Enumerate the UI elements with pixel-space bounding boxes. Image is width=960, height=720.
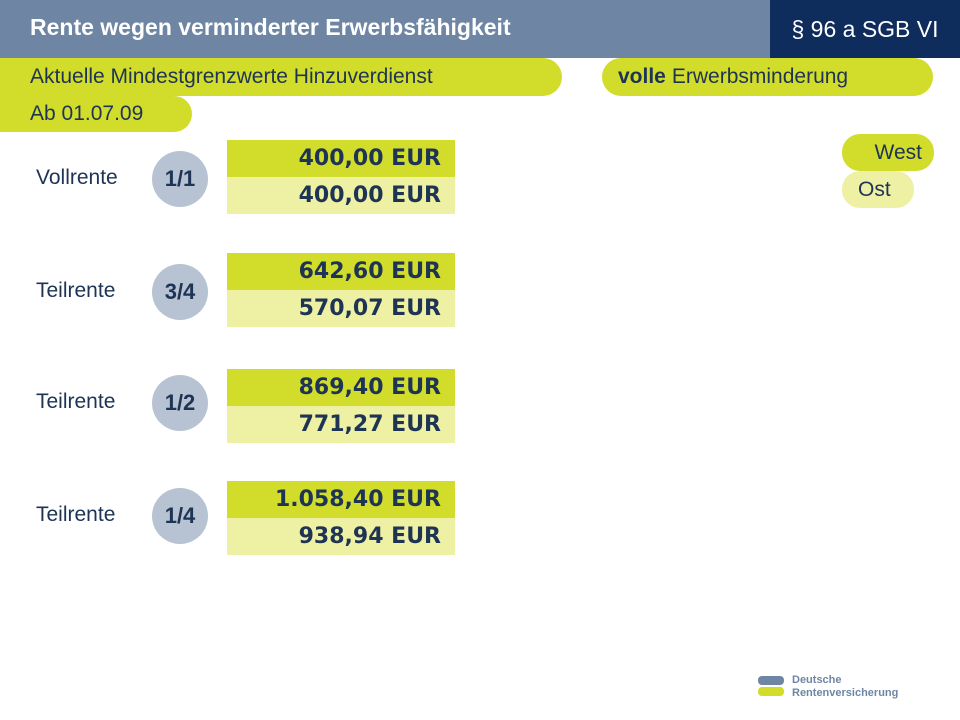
date-banner: Ab 01.07.09 (0, 96, 192, 132)
fraction-badge: 1/4 (152, 488, 208, 544)
subtitle-text: Aktuelle Mindestgrenzwerte Hinzuverdiens… (30, 65, 433, 88)
row-label-vollrente: Vollrente (36, 166, 118, 189)
row-label-teilrente: Teilrente (36, 503, 116, 526)
amount-ost: 938,94 EUR (227, 518, 455, 555)
logo-line-1: Deutsche (792, 674, 842, 686)
legend-ost: Ost (842, 171, 914, 208)
amount-west: 869,40 EUR (227, 369, 455, 406)
logo-mark-icon (758, 676, 784, 698)
reduction-type-bold: volle (618, 65, 666, 88)
subtitle-banner: Aktuelle Mindestgrenzwerte Hinzuverdiens… (0, 58, 562, 96)
deutsche-rentenversicherung-logo: Deutsche Rentenversicherung (758, 672, 918, 704)
fraction-badge: 1/2 (152, 375, 208, 431)
row-label-teilrente: Teilrente (36, 390, 116, 413)
page-title: Rente wegen verminderter Erwerbsfähigkei… (30, 14, 511, 40)
fraction-badge: 1/1 (152, 151, 208, 207)
reduction-type-banner: volle Erwerbsminderung (602, 58, 933, 96)
amount-west: 1.058,40 EUR (227, 481, 455, 518)
row-label-teilrente: Teilrente (36, 279, 116, 302)
header-bar: Rente wegen verminderter Erwerbsfähigkei… (0, 0, 770, 58)
reduction-type-rest: Erwerbsminderung (671, 65, 849, 88)
logo-text: Deutsche Rentenversicherung (792, 674, 898, 700)
law-paragraph-badge: § 96 a SGB VI (770, 0, 960, 58)
amount-west: 642,60 EUR (227, 253, 455, 290)
amount-ost: 771,27 EUR (227, 406, 455, 443)
legend-west: West (842, 134, 934, 171)
logo-line-2: Rentenversicherung (792, 687, 899, 699)
date-text: Ab 01.07.09 (30, 102, 144, 125)
fraction-badge: 3/4 (152, 264, 208, 320)
amount-west: 400,00 EUR (227, 140, 455, 177)
amount-ost: 570,07 EUR (227, 290, 455, 327)
amount-ost: 400,00 EUR (227, 177, 455, 214)
